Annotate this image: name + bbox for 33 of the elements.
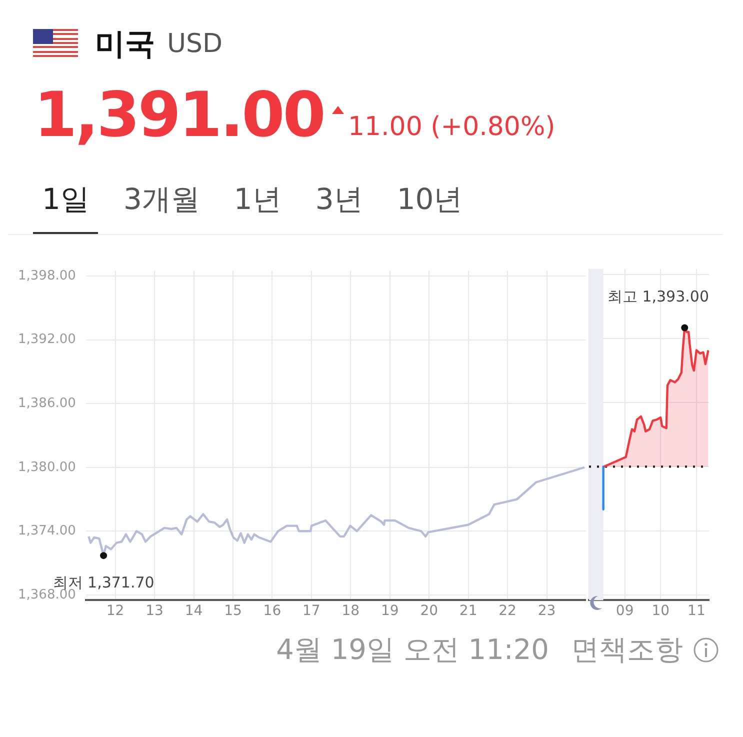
annotation: 최고 1,393.00 bbox=[607, 288, 710, 306]
x-tick-label: 13 bbox=[146, 603, 164, 620]
x-tick-label: 15 bbox=[224, 603, 242, 620]
x-tick-label: 17 bbox=[302, 603, 320, 620]
text: 3년 bbox=[314, 181, 364, 218]
y-tick-label: 1,392.00 bbox=[18, 332, 76, 348]
y-tick-label: 1,380.00 bbox=[18, 460, 76, 475]
x-tick-label: 12 bbox=[106, 603, 124, 620]
x-tick-label: 10 bbox=[652, 603, 670, 620]
text: 1일 bbox=[33, 180, 98, 234]
text: 3개월 bbox=[122, 181, 201, 218]
chart-title: 미국 bbox=[95, 26, 155, 64]
x-tick-label: 14 bbox=[184, 603, 203, 620]
text: 11.00 (+0.80%) bbox=[348, 112, 556, 142]
text: 10년 bbox=[396, 181, 464, 218]
y-tick-label: 1,368.00 bbox=[18, 587, 76, 602]
x-tick-label: 19 bbox=[380, 603, 399, 620]
text: 4월 19일 오전 11:20 bbox=[276, 632, 549, 668]
x-tick-label: 22 bbox=[498, 603, 516, 620]
x-tick-label: 18 bbox=[342, 603, 360, 620]
x-tick-label: 21 bbox=[459, 603, 478, 620]
text: 면책조항 bbox=[571, 632, 683, 668]
text: 1년 bbox=[232, 181, 282, 218]
y-tick-label: 1,386.00 bbox=[18, 396, 76, 411]
chart-subtitle: USD bbox=[167, 29, 223, 59]
text: 1,391.00 bbox=[34, 78, 324, 151]
x-tick-label: 09 bbox=[616, 603, 634, 620]
y-tick-label: 1,398.00 bbox=[18, 268, 76, 284]
x-tick-label: 23 bbox=[538, 603, 556, 620]
x-tick-label: 11 bbox=[688, 603, 706, 620]
x-tick-label: 16 bbox=[263, 603, 282, 620]
y-tick-label: 1,374.00 bbox=[18, 524, 76, 539]
x-tick-label: 20 bbox=[420, 603, 438, 620]
